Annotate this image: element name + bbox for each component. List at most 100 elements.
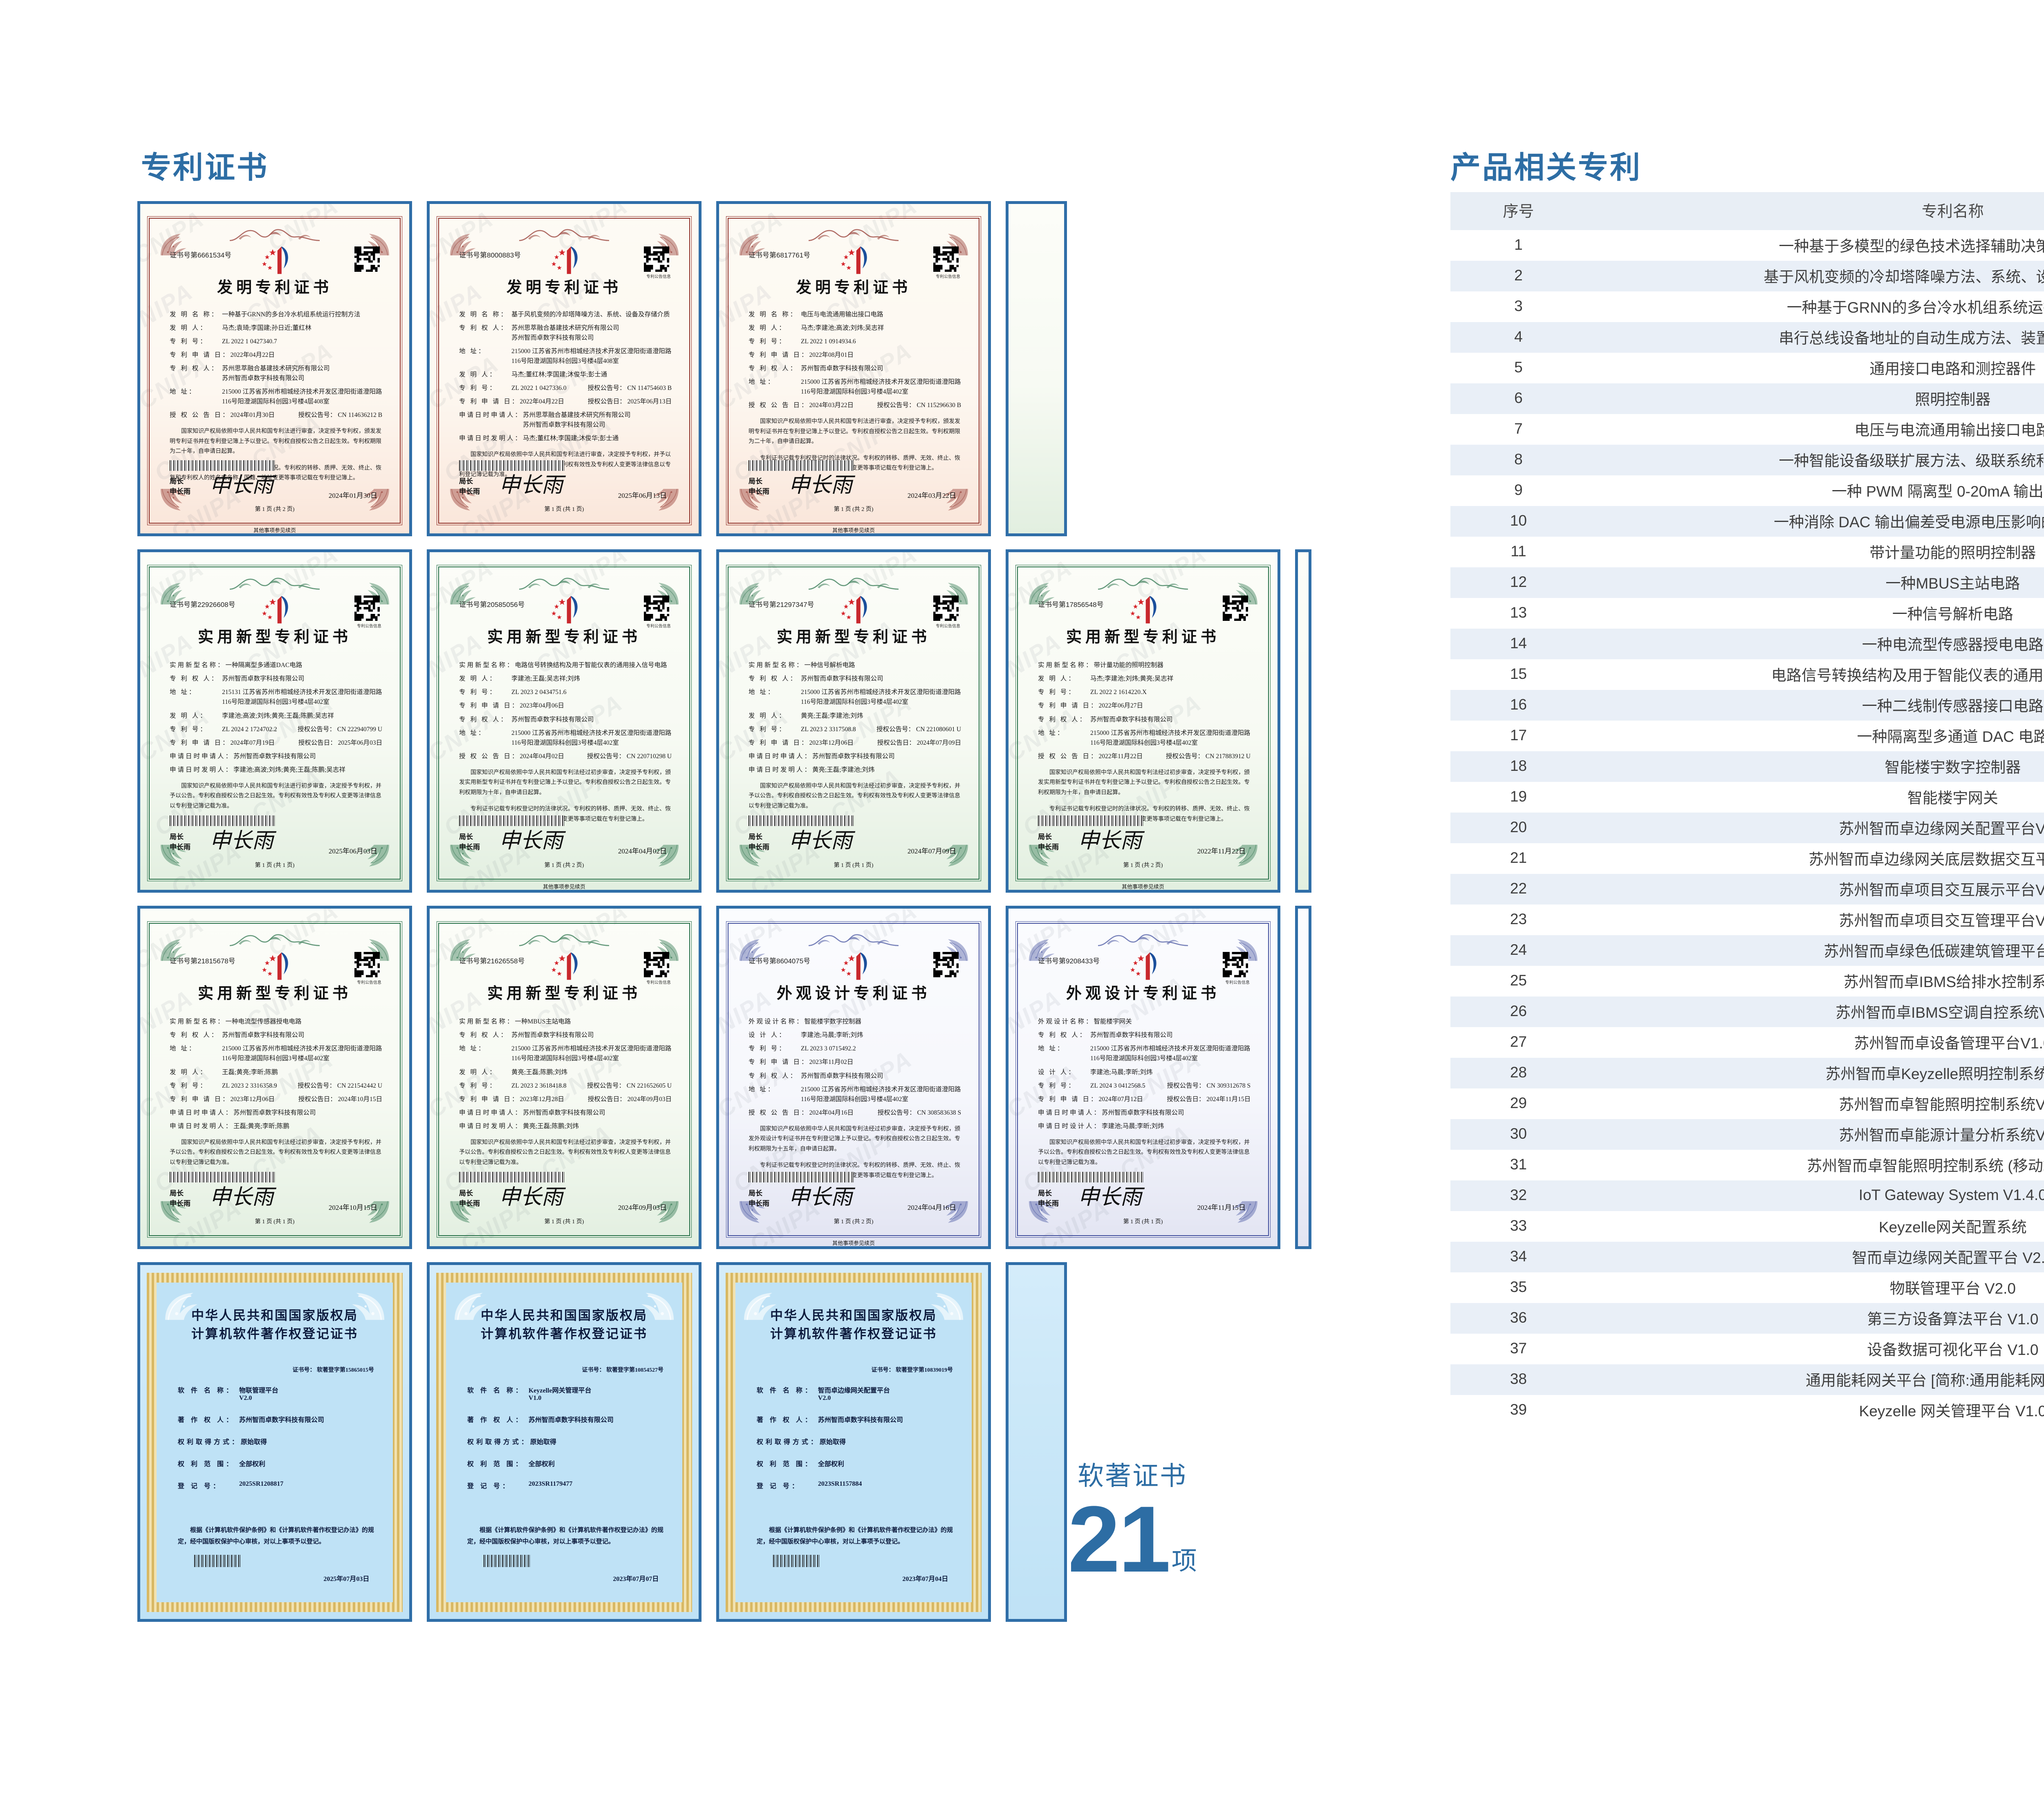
field-value-secondary: 授权公告号： CN 115296630 B: [877, 402, 961, 409]
qr-code-icon: [1223, 596, 1248, 621]
certificate-statement: 根据《计算机软件保护条例》和《计算机软件著作权登记办法》的规定，经中国版权保护中…: [177, 1527, 374, 1545]
field-label: 发 明 名 称：: [748, 311, 798, 318]
field-value: 全部权利: [818, 1461, 844, 1468]
field-label: 地 址：: [169, 689, 197, 696]
field-value: 2022年04月22日: [520, 398, 565, 405]
table-column-header-2: 专利名称: [1586, 192, 2044, 230]
certificate-field: 申请日时申请人： 苏州智而卓数字科技有限公司: [1038, 1108, 1251, 1118]
certificate-field: 专 利 号： ZL 2022 1 0427336.0 授权公告号： CN 11475…: [459, 383, 672, 393]
field-value: 2022年08月01日: [809, 352, 854, 359]
certificate-inner-frame: 证书号第9208433号 专利公告信息 外观设计专利证书 外观设计名称： 智能楼宇网关专…: [1015, 921, 1271, 1238]
certificate-card: CNIPA CNIPA CNIPA CNIPA CNIPA CNIPA CNIPA CNIPA…: [427, 549, 702, 893]
field-value: 智能楼宇网关: [1094, 1018, 1132, 1026]
field-label: 地 址：: [1038, 1045, 1065, 1052]
certificate-card: 中华人民共和国国家版权局 计算机软件著作权登记证书 证书号： 软著登字第158650…: [137, 1262, 412, 1622]
field-label: 专 利 号：: [169, 725, 208, 733]
field-value-secondary: 授权公告日： 2025年06月03日: [298, 739, 383, 746]
field-label: 申请日时发明人：: [169, 766, 233, 773]
certificate-header: 证书号第20585056号 专利公告信息 实用新型专利证书: [459, 594, 671, 656]
certificate-inner-frame: 证书号第8000883号 专利公告信息 发明专利证书发 明 名 称： 基于风机变频的冷…: [437, 216, 692, 525]
ornament-icon: [163, 1291, 215, 1332]
qr-code-caption: 专利公告信息: [357, 624, 382, 629]
field-label: 发 明 人：: [748, 325, 787, 332]
crest-ornament-icon: [229, 930, 320, 952]
qr-code-caption: 专利公告信息: [646, 980, 671, 985]
field-label: 专 利 申 请 日：: [169, 352, 231, 359]
table-row: 18智能楼宇数字控制器外观: [1450, 751, 2044, 782]
crest-ornament-icon: [808, 930, 899, 952]
certificate-inner-frame: 证书号第20585056号 专利公告信息 实用新型专利证书实用新型名称： 电路信号转换…: [437, 564, 692, 882]
patent-index: 24: [1450, 935, 1587, 966]
field-label: 专 利 权 人：: [169, 1032, 220, 1039]
certificate-field: 专 利 权 人： 苏州思萃融合基建技术研究所有限公司 苏州智而卓数字科技有限公司: [170, 364, 382, 383]
field-value: ZL 2023 2 3618418.8: [511, 1082, 567, 1089]
certificate-field: 实用新型名称： 电路信号转换结构及用于智能仪表的通用接入信号电路: [459, 661, 672, 670]
field-label: 授 权 公 告 日：: [459, 752, 520, 760]
qr-code-caption: 专利公告信息: [936, 275, 961, 280]
certificate-inner-frame: 证书号第21297347号 专利公告信息 实用新型专利证书 实用新型名称： 一种信号解析…: [726, 564, 981, 882]
field-label: 申请日时发明人：: [748, 766, 812, 773]
field-label: 外观设计名称：: [748, 1018, 805, 1026]
field-label: 专 利 号：: [1038, 1082, 1076, 1089]
certificate-field: 实用新型名称： 一种隔离型多通道DAC电路: [170, 661, 382, 670]
field-value-secondary: 授权公告日： 2024年10月15日: [298, 1095, 383, 1103]
certificate-page-note: 第 1 页 (共 1 页): [255, 862, 295, 869]
callout-unit: 项: [1171, 1547, 1197, 1575]
field-value: ZL 2023 3 0715492.2: [800, 1045, 856, 1052]
field-value: 苏州智而卓数字科技有限公司: [1090, 1032, 1173, 1039]
certificate-header: 证书号第21297347号 专利公告信息 实用新型专利证书: [749, 594, 960, 656]
certificate-field: 权利取得方式： 原始取得: [178, 1436, 377, 1446]
barcode: [748, 460, 854, 471]
certificate-date: 2025年06月13日: [618, 492, 667, 500]
certificate-card: CNIPA CNIPA CNIPA CNIPA CNIPA CNIPA CNIPA CNIPA…: [427, 906, 702, 1249]
field-value: 苏州智而卓数字科技有限公司: [818, 1417, 903, 1424]
product-patents-section-title: 产品相关专利: [1450, 150, 1642, 184]
certificate-field: 申请日时发明人： 黄亮;王磊;李建池;刘炜: [749, 765, 961, 775]
certificate-field: 专 利 号： ZL 2022 1 0427340.7: [170, 337, 382, 347]
certificate-field: 授 权 公 告 日： 2022年11月22日 授权公告号： CN 217883912…: [1038, 752, 1251, 761]
certificate-field: 发 明 人： 马杰;董红林;李国建;沐俊华;彭士通: [459, 370, 672, 380]
certificate-field: 专 利 申 请 日： 2023年12月06日 授权公告日： 2024年07月09日: [749, 738, 961, 748]
field-label: 专 利 申 请 日：: [1038, 702, 1099, 710]
table-row: 12一种MBUS主站电路实用新型: [1450, 567, 2044, 598]
certificate-number: 证书号： 软著登字第15865015号: [292, 1367, 374, 1374]
certificate-inner-frame: 证书号第6817761号 专利公告信息 发明专利证书发 明 名 称： 电压与电流通用输…: [726, 216, 981, 525]
field-label: 地 址：: [169, 1045, 197, 1052]
certificate-field: 专 利 号： ZL 2022 1 0914934.6: [749, 337, 961, 347]
certificate-fields: 实用新型名称： 一种电流型传感器授电电路专 利 权 人： 苏州智而卓数字科技有限公司…: [170, 1017, 382, 1168]
certificate-field: 专 利 权 人： 苏州智而卓数字科技有限公司: [170, 674, 382, 684]
certificate-header: 证书号第21626558号 专利公告信息 实用新型专利证书: [459, 950, 671, 1013]
patent-name: 带计量功能的照明控制器: [1586, 537, 2044, 567]
field-value: 全部权利: [528, 1461, 555, 1468]
qr-code-caption: 专利公告信息: [357, 980, 382, 985]
signatory-label: 局长 申长雨: [169, 477, 191, 495]
field-label: 发 明 人：: [169, 712, 208, 719]
signature: 申长雨: [499, 1186, 563, 1209]
patent-index: 32: [1450, 1180, 1587, 1211]
table-row: 1一种基于多模型的绿色技术选择辅助决策方法和系统发明: [1450, 230, 2044, 261]
certificate-page-note: 第 1 页 (共 1 页): [834, 862, 874, 869]
patent-name: 苏州智而卓绿色低碳建筑管理平台V1.0: [1586, 935, 2044, 966]
patent-index: 6: [1450, 383, 1587, 414]
field-value: 苏州智而卓数字科技有限公司: [511, 1032, 594, 1039]
field-value: 215000 江苏省苏州市相城经济技术开发区澄阳街道澄阳路116号阳澄湖国际科创…: [1090, 729, 1251, 746]
crest-ornament-icon: [1098, 930, 1188, 952]
certificate-number: 证书号第21815678号: [169, 957, 235, 965]
patent-name: 照明控制器: [1586, 383, 2044, 414]
certificate-date: 2024年10月15日: [328, 1204, 377, 1212]
certificate-fields: 外观设计名称： 智能楼宇数字控制器设 计 人： 李建池;马晨;李昕;刘炜专 利 号：…: [749, 1017, 961, 1181]
certificate-page-note: 第 1 页 (共 2 页): [834, 506, 874, 513]
table-row: 13一种信号解析电路实用新型: [1450, 598, 2044, 629]
certificate-date: 2023年07月04日: [902, 1575, 948, 1583]
qr-code-caption: 专利公告信息: [646, 275, 671, 280]
barcode: [748, 1171, 854, 1182]
certificate-field: 发 明 人： 王磊;黄亮;李昕;陈鹏: [170, 1068, 382, 1077]
certificate-field: 实用新型名称： 带计量功能的照明控制器: [1038, 661, 1251, 670]
field-value: 2024年07月12日: [1098, 1095, 1143, 1103]
field-label: 地 址：: [459, 1045, 486, 1052]
field-label: 专 利 权 人：: [748, 365, 798, 372]
field-label: 专 利 号：: [169, 338, 208, 345]
certificate-field: 授 权 公 告 日： 2024年04月16日 授权公告号： CN 308583638…: [749, 1108, 961, 1118]
